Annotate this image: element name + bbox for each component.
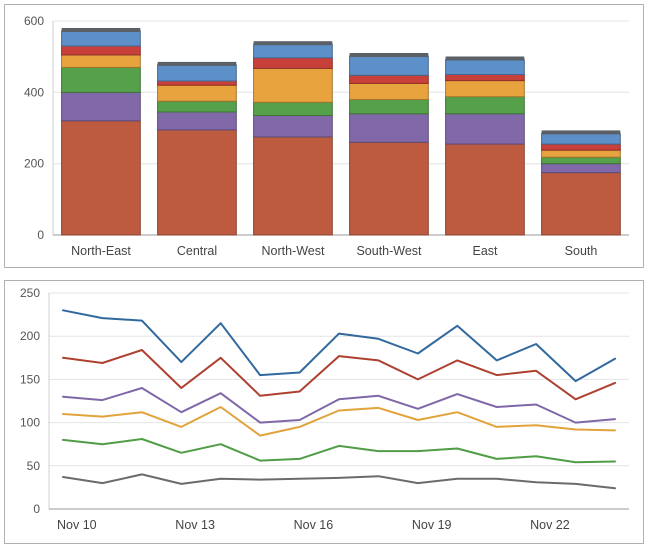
bar-segment-series-2[interactable] <box>157 111 237 131</box>
bar-segment-series-1[interactable] <box>157 129 237 236</box>
bar-segment-series-3[interactable] <box>157 100 237 113</box>
y-axis-tick-label: 600 <box>24 14 44 28</box>
bar-segment-series-2[interactable] <box>61 91 141 122</box>
bar-segment-series-6[interactable] <box>61 30 141 47</box>
bar-segment-series-4[interactable] <box>61 54 141 68</box>
x-axis-tick-label: Nov 10 <box>57 518 97 532</box>
x-axis-category-label: South-West <box>356 244 422 258</box>
bar-segment-series-4[interactable] <box>349 82 429 101</box>
bar-segment-series-6[interactable] <box>541 132 621 145</box>
bar-segment-series-3[interactable] <box>349 99 429 115</box>
x-axis-category-label: North-East <box>71 244 131 258</box>
bar-segment-series-6[interactable] <box>445 59 525 75</box>
line-series-series-3[interactable] <box>62 387 616 424</box>
line-series-series-4[interactable] <box>62 406 616 437</box>
x-axis-tick-label: Nov 19 <box>412 518 452 532</box>
bar-segment-series-1[interactable] <box>61 120 141 236</box>
y-axis-tick-label: 200 <box>24 157 44 171</box>
line-series-series-6[interactable] <box>62 473 616 490</box>
x-axis-category-label: North-West <box>262 244 326 258</box>
bar-segment-series-3[interactable] <box>541 156 621 165</box>
bar-segment-series-1[interactable] <box>349 141 429 236</box>
line-chart-panel: 0 50 100 150 200 250 Nov 10 Nov 13 Nov 16 Nov 19 N… <box>4 280 644 544</box>
bar-top-cap <box>541 130 621 135</box>
x-axis-tick-label: Nov 22 <box>530 518 570 532</box>
bar-segment-series-6[interactable] <box>157 64 237 82</box>
bar-top-cap <box>253 41 333 46</box>
stacked-bar-chart-panel: 0 200 400 600 North-East Central North-West Sou… <box>4 4 644 268</box>
bar-segment-series-3[interactable] <box>445 96 525 115</box>
y-axis-tick-label: 50 <box>27 459 41 473</box>
bar-segment-series-5[interactable] <box>157 80 237 86</box>
bar-top-cap <box>445 56 525 61</box>
bar-top-cap <box>157 61 237 66</box>
bar-segment-series-5[interactable] <box>61 45 141 56</box>
y-axis-tick-label: 400 <box>24 85 44 99</box>
bar-segment-series-1[interactable] <box>541 172 621 236</box>
x-axis-category-label: East <box>472 244 498 258</box>
y-axis-tick-label: 0 <box>33 502 40 516</box>
bar-segment-series-6[interactable] <box>253 43 333 59</box>
bar-segment-series-4[interactable] <box>253 67 333 103</box>
bar-segment-series-2[interactable] <box>253 115 333 138</box>
line-series-series-2[interactable] <box>62 349 616 401</box>
bar-segment-series-5[interactable] <box>541 143 621 151</box>
bar-segment-series-5[interactable] <box>349 74 429 84</box>
bar-segment-series-5[interactable] <box>253 57 333 69</box>
x-axis-tick-label: Nov 13 <box>175 518 215 532</box>
bar-segment-series-3[interactable] <box>253 101 333 117</box>
bar-segment-series-2[interactable] <box>349 113 429 143</box>
x-axis-tick-label: Nov 16 <box>294 518 334 532</box>
bar-segment-series-4[interactable] <box>157 84 237 102</box>
bar-segment-series-5[interactable] <box>445 74 525 82</box>
x-axis-category-label: South <box>565 244 598 258</box>
bar-segment-series-4[interactable] <box>541 149 621 158</box>
bar-top-cap <box>349 53 429 57</box>
x-axis-category-label: Central <box>177 244 217 258</box>
bar-segment-series-6[interactable] <box>349 55 429 76</box>
line-series-series-5[interactable] <box>62 438 616 464</box>
stacked-bar-chart: 0 200 400 600 North-East Central North-West Sou… <box>24 14 629 258</box>
bar-segment-series-1[interactable] <box>253 136 333 236</box>
bar-segment-series-2[interactable] <box>541 163 621 174</box>
y-axis-tick-label: 200 <box>20 329 40 343</box>
y-axis-tick-label: 0 <box>37 228 44 242</box>
bar-segment-series-4[interactable] <box>445 80 525 98</box>
y-axis-tick-label: 150 <box>20 372 40 386</box>
bar-top-cap <box>61 28 141 32</box>
line-series-series-1[interactable] <box>62 309 616 383</box>
bar-segment-series-3[interactable] <box>61 66 141 93</box>
bar-segment-series-2[interactable] <box>445 113 525 145</box>
y-axis-tick-label: 100 <box>20 416 40 430</box>
y-axis-tick-label: 250 <box>20 286 40 300</box>
bar-segment-series-1[interactable] <box>445 143 525 236</box>
line-chart: 0 50 100 150 200 250 Nov 10 Nov 13 Nov 16 Nov 19 N… <box>20 286 629 532</box>
